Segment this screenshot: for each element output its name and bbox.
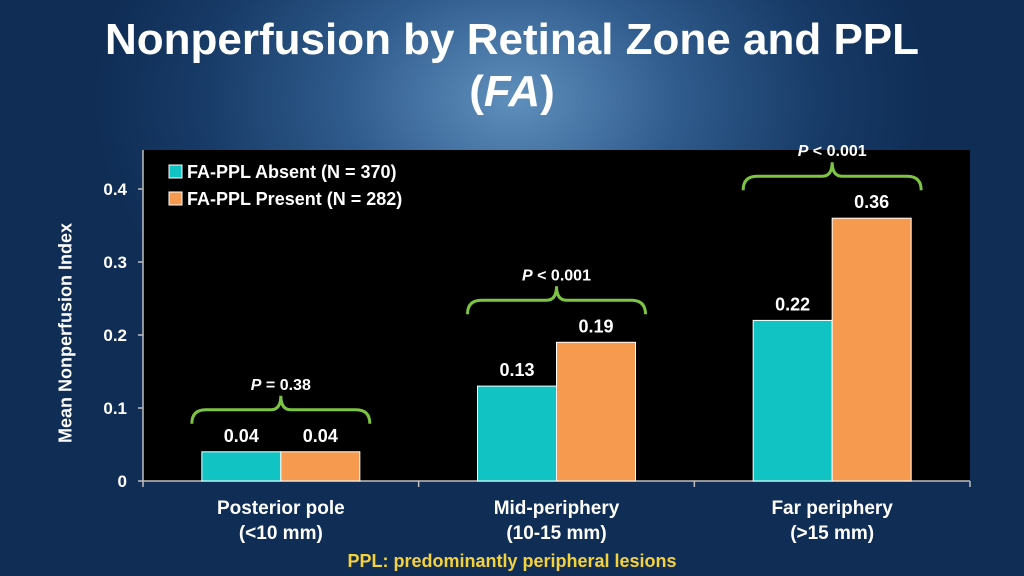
data-label: 0.04 bbox=[303, 426, 338, 446]
p-value: = 0.38 bbox=[261, 377, 310, 394]
p-value-label: P = 0.38 bbox=[251, 377, 311, 394]
significance-bracket bbox=[741, 162, 923, 191]
bar bbox=[280, 451, 361, 482]
significance-bracket bbox=[190, 395, 372, 424]
significance-bracket bbox=[466, 286, 647, 315]
p-symbol: P bbox=[251, 377, 262, 394]
title-close-paren: ) bbox=[540, 67, 555, 116]
legend-label: FA-PPL Present (N = 282) bbox=[187, 189, 402, 209]
data-label: 0.36 bbox=[854, 192, 889, 212]
bar bbox=[556, 341, 636, 482]
p-value: < 0.001 bbox=[808, 143, 866, 160]
bar bbox=[201, 451, 282, 482]
p-value: < 0.001 bbox=[533, 267, 591, 284]
x-tick-label: Posterior pole bbox=[217, 498, 345, 519]
p-value-label: P < 0.001 bbox=[798, 143, 867, 160]
y-tick-label: 0.1 bbox=[103, 399, 127, 418]
title-line-2: (FA) bbox=[0, 66, 1024, 118]
y-tick-label: 0.4 bbox=[103, 180, 127, 199]
data-label: 0.22 bbox=[775, 294, 810, 314]
data-label: 0.04 bbox=[224, 426, 259, 446]
y-tick-label: 0.2 bbox=[103, 326, 127, 345]
x-tick-label: Far periphery bbox=[771, 498, 893, 519]
data-label: 0.19 bbox=[578, 316, 613, 336]
title-fa: FA bbox=[483, 67, 541, 116]
bar bbox=[477, 385, 557, 482]
x-tick-label: (10-15 mm) bbox=[506, 523, 606, 544]
y-tick-label: 0.3 bbox=[103, 253, 127, 272]
p-symbol: P bbox=[798, 143, 809, 160]
x-tick-label: (>15 mm) bbox=[790, 523, 874, 544]
x-tick-label: (<10 mm) bbox=[239, 523, 323, 544]
slide-title: Nonperfusion by Retinal Zone and PPL (FA… bbox=[0, 14, 1024, 118]
title-open-paren: ( bbox=[469, 67, 484, 116]
p-value-label: P < 0.001 bbox=[522, 267, 591, 284]
footnote: PPL: predominantly peripheral lesions bbox=[347, 551, 677, 571]
x-tick-label: Mid-periphery bbox=[494, 498, 620, 519]
p-symbol: P bbox=[522, 267, 533, 284]
title-line-1: Nonperfusion by Retinal Zone and PPL bbox=[104, 15, 920, 64]
data-label: 0.13 bbox=[499, 360, 534, 380]
bar bbox=[831, 217, 912, 482]
legend-swatch bbox=[168, 191, 183, 206]
y-tick-label: 0 bbox=[118, 472, 127, 491]
legend-swatch bbox=[168, 164, 183, 179]
legend-label: FA-PPL Absent (N = 370) bbox=[187, 162, 397, 182]
bar bbox=[752, 319, 833, 482]
